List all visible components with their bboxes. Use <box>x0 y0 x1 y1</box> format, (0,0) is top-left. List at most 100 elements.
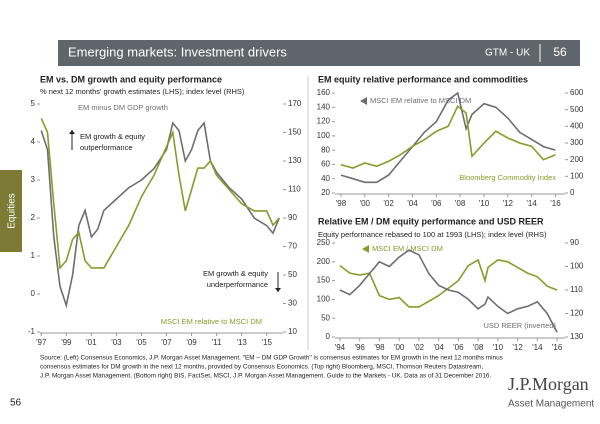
series-label: Bloomberg Commodity Index <box>459 173 556 182</box>
x-tick-label: '06 <box>431 199 442 208</box>
x-tick-label: '07 <box>161 338 172 347</box>
y-tick-label: 1 <box>31 251 36 260</box>
brand: J.P.Morgan <box>508 374 589 394</box>
y2-tick-label: 170 <box>288 99 302 108</box>
x-tick-label: '98 <box>336 199 347 208</box>
y2-tick-label: 130 <box>570 332 584 341</box>
series-line <box>339 258 558 308</box>
annotation: underperformance <box>207 280 268 289</box>
y-tick-label: 120 <box>317 117 331 126</box>
y-tick-label: 2 <box>31 213 36 222</box>
x-tick-label: '04 <box>407 199 418 208</box>
y-tick-label: 0 <box>31 289 36 298</box>
y2-tick-label: 110 <box>288 185 301 194</box>
series-label: USD REER (inverted) <box>483 321 556 330</box>
y-tick-label: -1 <box>28 327 36 336</box>
y2-tick-label: 30 <box>288 299 297 308</box>
source: J.P. Morgan Asset Management. (Bottom ri… <box>40 373 491 380</box>
y-tick-label: 4 <box>31 137 36 146</box>
y2-tick-label: 90 <box>570 238 579 247</box>
x-tick-label: '94 <box>335 343 346 352</box>
x-tick-label: '09 <box>186 338 197 347</box>
series-label: MSCI EM relative to MSCI DM <box>370 96 471 105</box>
y2-tick-label: 600 <box>570 88 584 97</box>
series-line <box>339 249 558 333</box>
y2-tick-label: 110 <box>570 285 583 294</box>
y-tick-label: 100 <box>317 131 331 140</box>
y2-tick-label: 100 <box>570 262 584 271</box>
x-tick-label: '12 <box>503 199 514 208</box>
y-tick-label: 20 <box>321 188 330 197</box>
y2-tick-label: 200 <box>570 155 584 164</box>
x-tick-label: '02 <box>383 199 394 208</box>
label-arrow <box>362 245 369 253</box>
x-tick-label: '00 <box>360 199 371 208</box>
annotation: outperformance <box>80 143 133 152</box>
y-tick-label: 160 <box>317 88 331 97</box>
y-tick-label: 50 <box>321 313 330 322</box>
x-tick-label: '06 <box>453 343 464 352</box>
x-tick-label: '97 <box>36 338 47 347</box>
x-tick-label: '15 <box>261 338 272 347</box>
chart-subtitle: % next 12 months' growth estimates (LHS)… <box>40 87 245 96</box>
y2-tick-label: 400 <box>570 121 584 130</box>
y-tick-label: 200 <box>317 257 331 266</box>
chart-title: Relative EM / DM equity performance and … <box>318 216 544 226</box>
y2-tick-label: 150 <box>288 128 302 137</box>
y2-tick-label: 0 <box>570 188 575 197</box>
y2-tick-label: 70 <box>288 242 297 251</box>
annotation: EM growth & equity <box>203 269 268 278</box>
y-tick-label: 0 <box>326 332 331 341</box>
x-tick-label: '11 <box>212 338 222 347</box>
header-title: Emerging markets: Investment drivers <box>68 44 287 59</box>
chart-subtitle: Equity performance rebased to 100 at 199… <box>318 230 547 239</box>
y-tick-label: 250 <box>317 238 331 247</box>
side-tab <box>0 170 22 252</box>
header-page: 56 <box>553 45 567 59</box>
chart-title: EM equity relative performance and commo… <box>318 74 528 84</box>
x-tick-label: '00 <box>394 343 405 352</box>
series-line <box>40 117 280 270</box>
header-bar <box>58 40 580 66</box>
x-tick-label: '01 <box>86 338 97 347</box>
series-label: MSCI EM / MSCI DM <box>372 244 443 253</box>
annotation: EM growth & equity <box>80 132 145 141</box>
y2-tick-label: 50 <box>288 270 297 279</box>
y-tick-label: 40 <box>321 174 330 183</box>
brand-unit: Asset Management <box>508 399 594 410</box>
header-tag: GTM - UK <box>485 48 530 59</box>
x-tick-label: '14 <box>526 199 537 208</box>
series-label: MSCI EM relative to MSCI DM <box>161 317 262 326</box>
y2-tick-label: 90 <box>288 213 297 222</box>
x-tick-label: '14 <box>532 343 543 352</box>
x-tick-label: '10 <box>479 199 490 208</box>
x-tick-label: '10 <box>493 343 504 352</box>
y-tick-label: 3 <box>31 175 36 184</box>
y2-tick-label: 500 <box>570 105 584 114</box>
annotation-arrowhead <box>275 288 281 292</box>
x-tick-label: '08 <box>473 343 484 352</box>
annotation-arrowhead <box>69 130 75 134</box>
series-line <box>40 121 280 309</box>
y-tick-label: 150 <box>317 276 331 285</box>
x-tick-label: '96 <box>354 343 365 352</box>
y-tick-label: 80 <box>321 145 330 154</box>
y2-tick-label: 100 <box>570 171 584 180</box>
y-tick-label: 60 <box>321 160 330 169</box>
y-tick-label: 5 <box>31 99 36 108</box>
y2-tick-label: 120 <box>570 309 584 318</box>
x-tick-label: '03 <box>111 338 122 347</box>
source: consensus estimates for DM growth in the… <box>40 364 483 371</box>
chart-title: EM vs. DM growth and equity performance <box>40 74 222 84</box>
x-tick-label: '13 <box>236 338 247 347</box>
footer-page: 56 <box>10 398 22 409</box>
x-tick-label: '16 <box>550 199 561 208</box>
x-tick-label: '04 <box>433 343 444 352</box>
x-tick-label: '98 <box>374 343 385 352</box>
y-tick-label: 100 <box>317 295 331 304</box>
series-label: EM minus DM GDP growth <box>78 103 168 112</box>
y2-tick-label: 300 <box>570 138 584 147</box>
x-tick-label: '99 <box>61 338 72 347</box>
x-tick-label: '16 <box>552 343 563 352</box>
